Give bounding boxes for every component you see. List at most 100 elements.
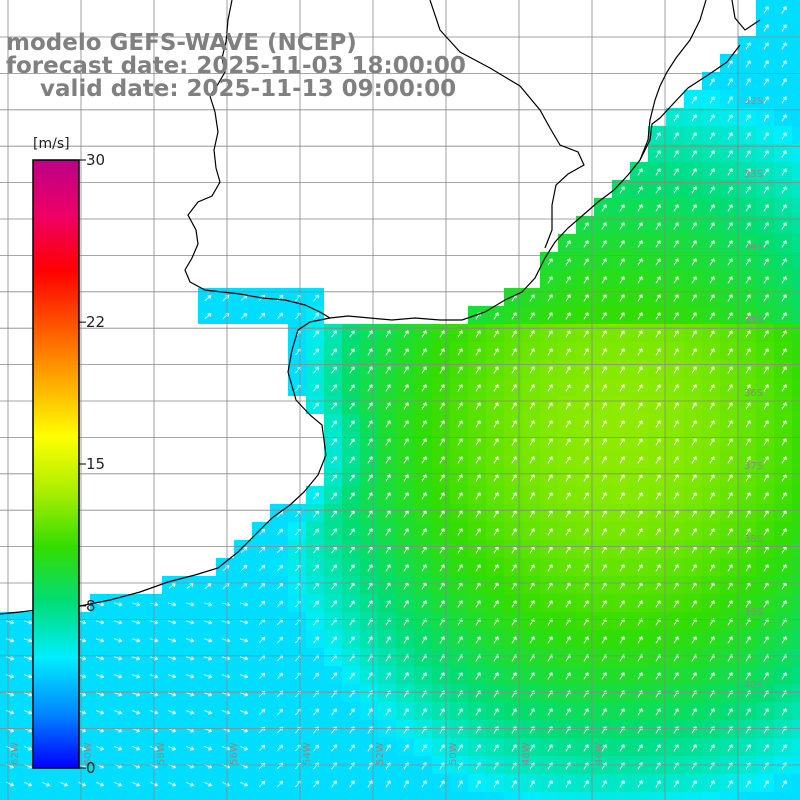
wind-cell: [612, 504, 630, 522]
wind-arrow: [24, 710, 33, 715]
wind-cell: [450, 414, 468, 432]
wind-arrow: [655, 762, 661, 770]
wind-cell: [126, 648, 144, 666]
wind-arrow: [781, 474, 787, 482]
wind-arrow: [763, 60, 769, 68]
wind-cell: [468, 540, 486, 558]
wind-cell: [792, 108, 800, 126]
wind-arrow: [709, 132, 715, 140]
wind-arrow: [601, 456, 607, 464]
wind-arrow: [529, 420, 535, 428]
wind-cell: [774, 216, 792, 234]
wind-cell: [90, 792, 108, 800]
wind-cell: [432, 558, 450, 576]
wind-arrow: [763, 114, 769, 122]
wind-arrow: [691, 276, 697, 284]
wind-arrow: [601, 366, 607, 374]
wind-arrow: [493, 384, 499, 392]
wind-arrow: [331, 600, 337, 608]
wind-cell: [396, 396, 414, 414]
wind-arrow: [331, 402, 337, 410]
wind-arrow: [637, 312, 643, 320]
wind-cell: [522, 360, 540, 378]
wind-arrow: [493, 330, 499, 338]
wind-arrow: [421, 762, 427, 770]
wind-cell: [108, 684, 126, 702]
wind-cell: [738, 666, 756, 684]
wind-arrow: [367, 672, 373, 680]
wind-cell: [576, 738, 594, 756]
wind-cell: [756, 450, 774, 468]
wind-arrow: [276, 744, 284, 752]
wind-cell: [234, 702, 252, 720]
wind-arrow: [475, 528, 481, 536]
wind-arrow: [457, 402, 463, 410]
wind-cell: [702, 540, 720, 558]
wind-cell: [594, 468, 612, 486]
wind-arrow: [583, 456, 589, 464]
wind-cell: [198, 738, 216, 756]
wind-cell: [252, 288, 270, 306]
wind-arrow: [186, 781, 194, 787]
wind-arrow: [709, 294, 715, 302]
wind-arrow: [313, 600, 319, 608]
wind-arrow: [186, 620, 195, 625]
wind-arrow: [619, 762, 625, 770]
wind-arrow: [457, 528, 463, 536]
wind-cell: [756, 0, 774, 18]
wind-arrow: [240, 674, 249, 679]
wind-cell: [738, 378, 756, 396]
wind-cell: [774, 324, 792, 342]
wind-cell: [342, 576, 360, 594]
lon-label: 52W: [375, 742, 386, 765]
wind-arrow: [457, 510, 463, 518]
wind-cell: [738, 234, 756, 252]
wind-cell: [288, 504, 306, 522]
wind-arrow: [313, 528, 319, 536]
wind-arrow: [114, 692, 123, 697]
wind-arrow: [727, 762, 733, 770]
wind-cell: [684, 234, 702, 252]
wind-cell: [252, 630, 270, 648]
wind-cell: [774, 648, 792, 666]
wind-arrow: [619, 438, 625, 446]
wind-arrow: [349, 384, 355, 392]
wind-arrow: [131, 602, 141, 607]
wind-cell: [234, 648, 252, 666]
wind-cell: [738, 738, 756, 756]
wind-cell: [594, 792, 612, 800]
wind-cell: [486, 576, 504, 594]
wind-cell: [288, 684, 306, 702]
wind-arrow: [403, 708, 409, 716]
lon-label: 60W: [83, 742, 94, 765]
wind-cell: [648, 522, 666, 540]
wind-arrow: [691, 438, 697, 446]
wind-cell: [756, 378, 774, 396]
wind-cell: [648, 288, 666, 306]
wind-cell: [324, 450, 342, 468]
wind-arrow: [601, 708, 607, 716]
wind-cell: [702, 648, 720, 666]
wind-arrow: [204, 674, 213, 679]
wind-arrow: [385, 420, 391, 428]
wind-cell: [576, 216, 594, 234]
wind-arrow: [763, 186, 769, 194]
wind-cell: [774, 234, 792, 252]
wind-cell: [774, 576, 792, 594]
wind-cell: [612, 576, 630, 594]
wind-arrow: [637, 420, 643, 428]
wind-cell: [720, 738, 738, 756]
wind-cell: [0, 720, 18, 738]
wind-arrow: [276, 636, 284, 644]
wind-arrow: [511, 672, 517, 680]
wind-arrow: [331, 546, 337, 554]
wind-cell: [504, 666, 522, 684]
wind-cell: [216, 594, 234, 612]
wind-arrow: [331, 366, 337, 374]
wind-cell: [576, 396, 594, 414]
wind-arrow: [727, 78, 733, 86]
wind-arrow: [96, 781, 104, 787]
wind-cell: [198, 720, 216, 738]
wind-arrow: [349, 330, 355, 338]
